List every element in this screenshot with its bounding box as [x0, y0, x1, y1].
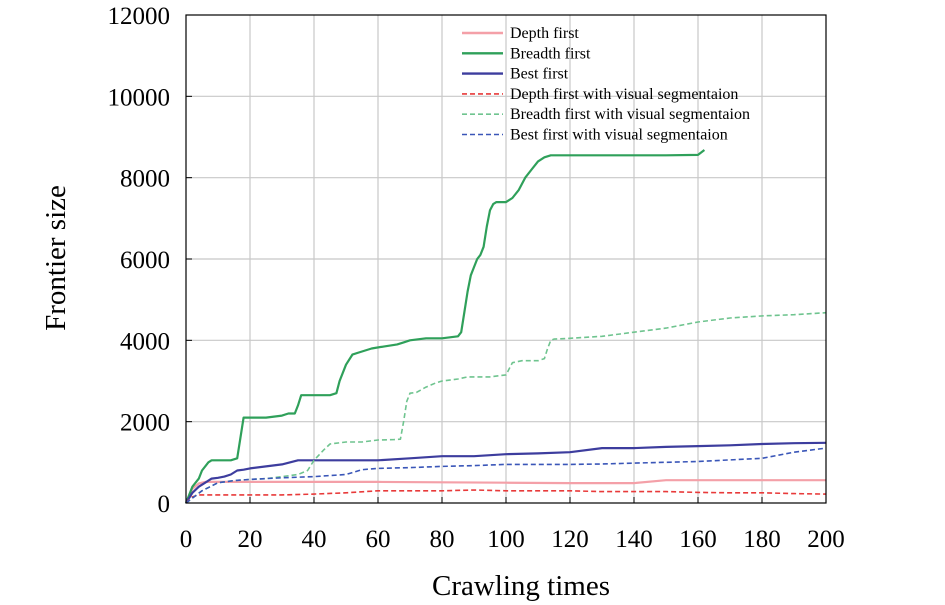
x-tick-label: 200 [807, 526, 845, 553]
y-tick-label: 0 [158, 491, 171, 518]
x-tick-label: 80 [430, 526, 455, 553]
legend-entry: Depth first with visual segmentaion [510, 86, 738, 103]
y-tick-label: 4000 [120, 328, 170, 355]
series-line-2 [184, 149, 706, 504]
x-tick-label: 0 [180, 526, 193, 553]
grid-lines [186, 15, 826, 503]
x-tick-label: 120 [551, 526, 589, 553]
axis-ticks: 0 20 40 60 80 100 120 140 160 180 2000200040006000… [108, 3, 845, 553]
legend-entry: Breadth first with visual segmentaion [510, 106, 750, 123]
x-axis-label: Crawling times [432, 570, 610, 602]
x-tick-label: 20 [238, 526, 263, 553]
y-tick-label: 12000 [108, 3, 171, 30]
series-line-1 [184, 479, 826, 504]
x-tick-label: 100 [487, 526, 525, 553]
y-tick-label: 6000 [120, 247, 170, 274]
series-line-3 [185, 441, 827, 504]
legend-entry: Depth first [510, 25, 579, 42]
x-tick-label: 60 [366, 526, 391, 553]
y-axis-label: Frontier size [40, 185, 72, 331]
x-tick-label: 180 [743, 526, 781, 553]
y-tick-label: 8000 [120, 166, 170, 193]
x-tick-label: 140 [615, 526, 653, 553]
legend-entry: Best first with visual segmentaion [510, 127, 728, 144]
x-tick-label: 160 [679, 526, 717, 553]
legend: Depth first Breadth first Best first Depth … [462, 25, 750, 144]
y-tick-label: 2000 [120, 410, 170, 437]
y-tick-label: 10000 [108, 84, 171, 111]
x-tick-label: 40 [302, 526, 327, 553]
series-line-4 [185, 489, 827, 504]
legend-entry: Breadth first [510, 45, 591, 62]
series-line-5 [185, 311, 827, 504]
series-lines [184, 149, 827, 504]
legend-entry: Best first [510, 66, 569, 83]
